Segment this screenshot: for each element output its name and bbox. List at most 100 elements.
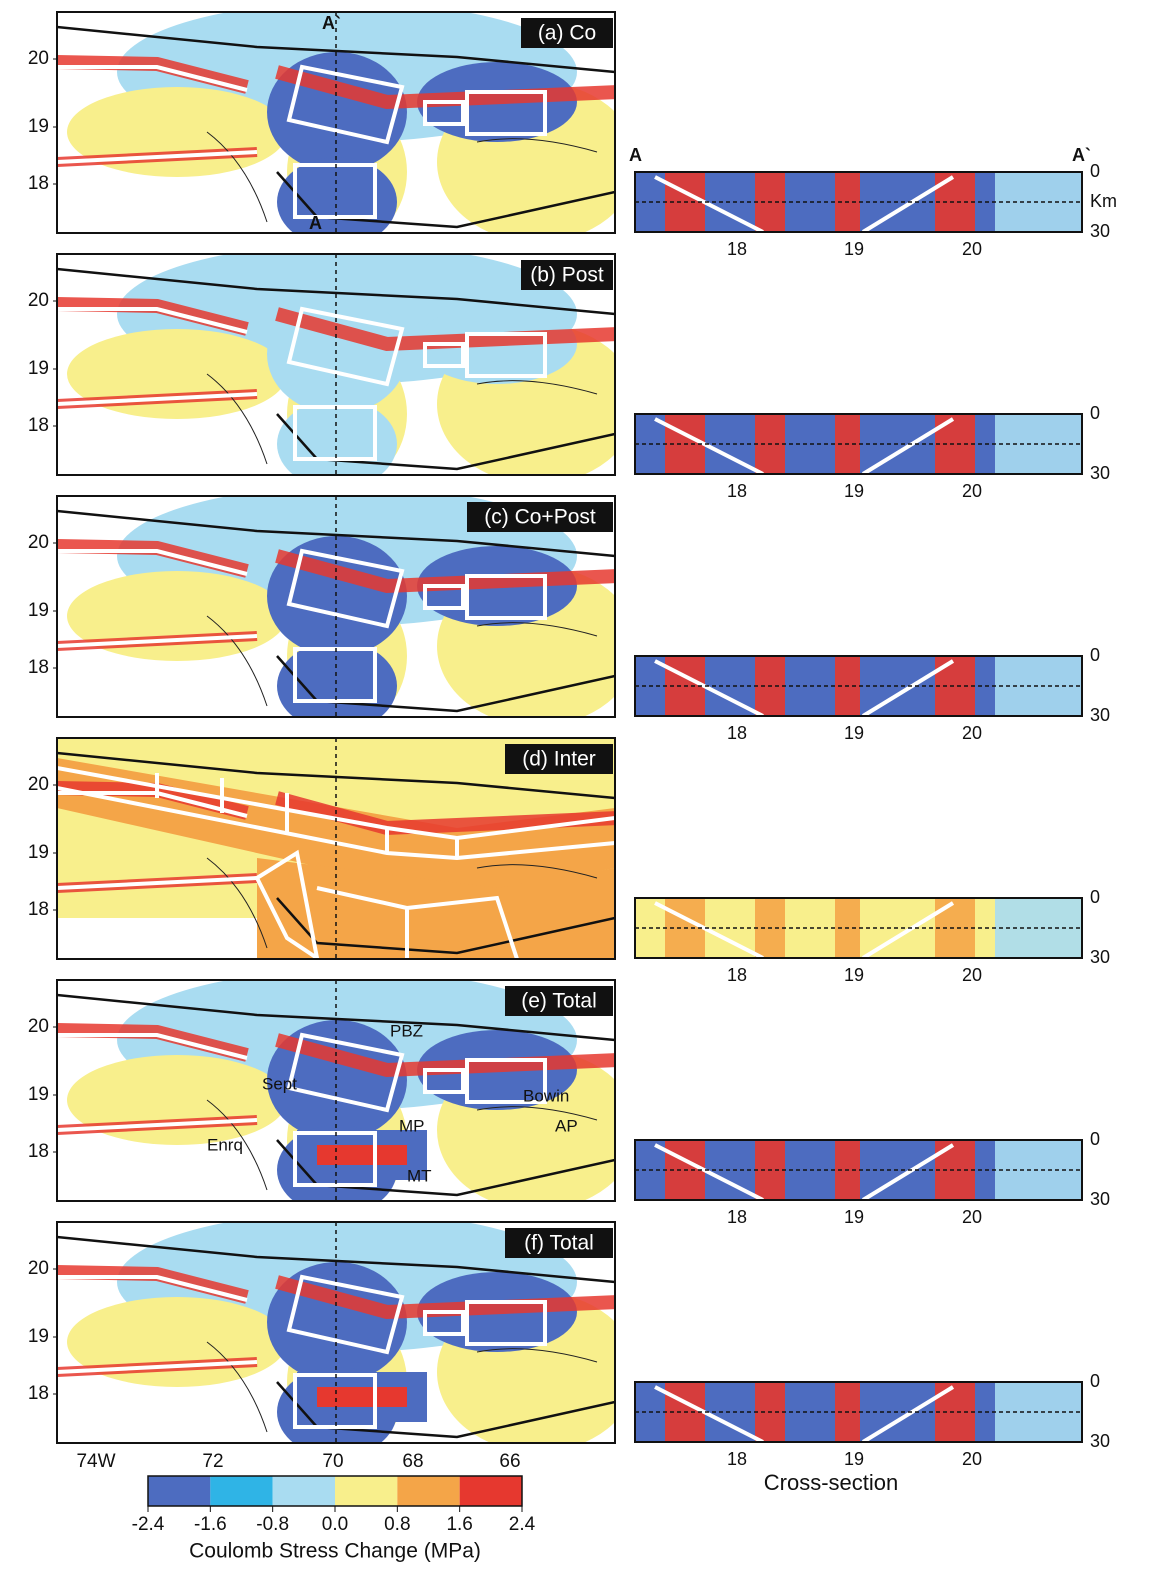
fault-trace	[57, 150, 258, 164]
fault	[276, 897, 615, 955]
colorbar-swatch	[335, 1476, 398, 1506]
lat-tick-label: 19	[28, 358, 49, 379]
depth-tick-label: 30	[1090, 221, 1110, 241]
section-x-tick-label: 20	[962, 723, 982, 743]
depth-tick-label: 0	[1090, 1371, 1100, 1391]
depth-tick-label: 0	[1090, 403, 1100, 423]
fault	[57, 509, 615, 558]
red-band	[57, 1023, 615, 1078]
depth-tick-label: 0	[1090, 161, 1100, 181]
colorbar-tick-label: 0.0	[322, 1514, 348, 1535]
section-end: A	[629, 145, 642, 165]
field	[277, 399, 397, 475]
place-name: Sept	[262, 1074, 297, 1093]
map-panel: (d) Inter 20 19 18	[28, 737, 616, 960]
colorbar-tick-label: 0.8	[384, 1514, 410, 1535]
section-x-tick-label: 19	[844, 965, 864, 985]
field	[317, 1145, 407, 1165]
colorbar-tick-label: -0.8	[256, 1514, 289, 1535]
section-fault	[861, 1385, 955, 1444]
cross-section: 0 30 18 19 20 Km A A`	[629, 145, 1117, 259]
map-frame	[56, 253, 616, 476]
section-fault	[654, 901, 764, 960]
fault-box	[423, 1310, 465, 1336]
map-panel: (b) Post 20 19 18	[28, 253, 616, 476]
map-field	[57, 980, 615, 1201]
section-field	[935, 1382, 975, 1442]
panel-label-bg	[505, 986, 613, 1016]
map-field	[57, 738, 615, 959]
section-field	[935, 414, 975, 474]
section-x-tick-label: 18	[727, 1449, 747, 1469]
section-field	[935, 898, 975, 958]
fault-box	[465, 332, 547, 378]
section-x-tick-label: 18	[727, 723, 747, 743]
fault-box	[57, 766, 615, 861]
fault-trace	[57, 1360, 258, 1374]
place-name: AP	[555, 1116, 578, 1135]
panel-label: (a) Co	[538, 22, 596, 45]
map-frame	[56, 1221, 616, 1444]
depth-tick-label: 0	[1090, 887, 1100, 907]
depth-tick-label: 30	[1090, 463, 1110, 483]
coastline	[206, 615, 598, 707]
colorbar-tick-label: -2.4	[132, 1514, 165, 1535]
panel-label: (e) Total	[521, 990, 596, 1013]
fault-trace	[57, 1033, 248, 1060]
fault	[57, 25, 615, 74]
panel-label-bg	[521, 260, 613, 290]
place-name: MT	[407, 1166, 432, 1185]
panel-label-bg	[505, 744, 613, 774]
map-panel: (e) Total 20 19 18 PBZ Sept Bowin MP AP Enrq MT	[28, 979, 616, 1202]
lon-tick-label: 74W	[76, 1451, 115, 1472]
lat-tick-label: 20	[28, 1258, 49, 1279]
panel-label: (f) Total	[524, 1232, 594, 1255]
map-panel: (a) Co 20 19 18 A` A	[28, 11, 616, 234]
fault-box	[293, 1373, 377, 1429]
colorbar-swatch	[459, 1476, 522, 1506]
lat-tick-label: 20	[28, 532, 49, 553]
lat-tick-label: 19	[28, 842, 49, 863]
section-fault	[861, 417, 955, 476]
section-frame	[634, 897, 1083, 959]
place-name: Enrq	[207, 1135, 243, 1154]
map-field	[57, 1222, 615, 1443]
fault	[57, 751, 615, 800]
cross-section: 0 30 18 19 20	[634, 645, 1110, 743]
red-band	[57, 1265, 615, 1320]
map-field	[57, 496, 615, 717]
map-frame	[56, 979, 616, 1202]
lat-tick-label: 20	[28, 290, 49, 311]
depth-tick-label: 30	[1090, 705, 1110, 725]
lon-tick-label: 70	[322, 1451, 343, 1472]
section-x-tick-label: 20	[962, 481, 982, 501]
lat-tick-label: 18	[28, 173, 49, 194]
depth-tick-label: 0	[1090, 1129, 1100, 1149]
fault-box	[293, 647, 377, 703]
panel-label: (b) Post	[530, 264, 604, 287]
section-x-tick-label: 19	[844, 1449, 864, 1469]
field	[317, 1387, 407, 1407]
section-fault	[654, 1385, 764, 1444]
map-frame	[56, 495, 616, 718]
colorbar-swatch	[397, 1476, 460, 1506]
fault-trace	[57, 1275, 248, 1302]
profile-label: A`	[322, 13, 341, 33]
place-name: PBZ	[390, 1021, 423, 1040]
coastline	[206, 857, 598, 949]
fault-trace	[57, 392, 258, 406]
lat-tick-label: 18	[28, 1141, 49, 1162]
profile-label: A	[309, 213, 322, 233]
section-x-tick-label: 18	[727, 481, 747, 501]
section-fault	[654, 1143, 764, 1202]
lat-tick-label: 19	[28, 600, 49, 621]
fault-box	[465, 1300, 547, 1346]
section-frame	[634, 655, 1083, 717]
fault	[57, 267, 615, 316]
section-title: Cross-section	[764, 1470, 898, 1495]
coastline	[206, 1099, 598, 1191]
map-field	[57, 254, 615, 475]
lon-tick-label: 68	[402, 1451, 423, 1472]
fault-trace	[57, 65, 248, 92]
